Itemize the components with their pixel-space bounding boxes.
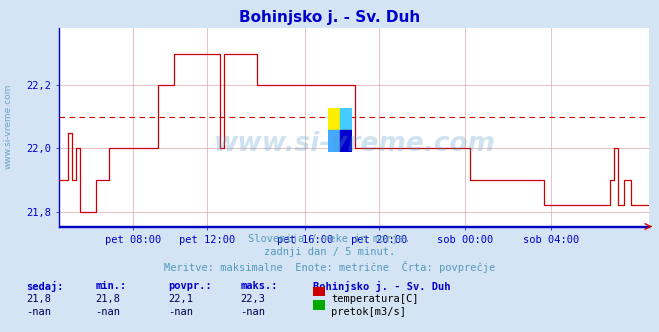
- Text: www.si-vreme.com: www.si-vreme.com: [3, 83, 13, 169]
- Text: pretok[m3/s]: pretok[m3/s]: [331, 307, 407, 317]
- Text: www.si-vreme.com: www.si-vreme.com: [214, 131, 495, 157]
- Text: povpr.:: povpr.:: [168, 281, 212, 290]
- Text: 22,3: 22,3: [241, 294, 266, 304]
- Text: Bohinjsko j. - Sv. Duh: Bohinjsko j. - Sv. Duh: [239, 10, 420, 25]
- Text: -nan: -nan: [241, 307, 266, 317]
- Text: temperatura[C]: temperatura[C]: [331, 294, 419, 304]
- Text: -nan: -nan: [96, 307, 121, 317]
- Text: -nan: -nan: [168, 307, 193, 317]
- Text: min.:: min.:: [96, 281, 127, 290]
- Text: -nan: -nan: [26, 307, 51, 317]
- Text: Slovenija / reke in morje.: Slovenija / reke in morje.: [248, 234, 411, 244]
- Text: 22,1: 22,1: [168, 294, 193, 304]
- Text: sedaj:: sedaj:: [26, 281, 64, 291]
- Text: 21,8: 21,8: [96, 294, 121, 304]
- Text: Meritve: maksimalne  Enote: metrične  Črta: povprečje: Meritve: maksimalne Enote: metrične Črta…: [164, 261, 495, 273]
- Text: zadnji dan / 5 minut.: zadnji dan / 5 minut.: [264, 247, 395, 257]
- Text: Bohinjsko j. - Sv. Duh: Bohinjsko j. - Sv. Duh: [313, 281, 451, 291]
- Text: maks.:: maks.:: [241, 281, 278, 290]
- Text: 21,8: 21,8: [26, 294, 51, 304]
